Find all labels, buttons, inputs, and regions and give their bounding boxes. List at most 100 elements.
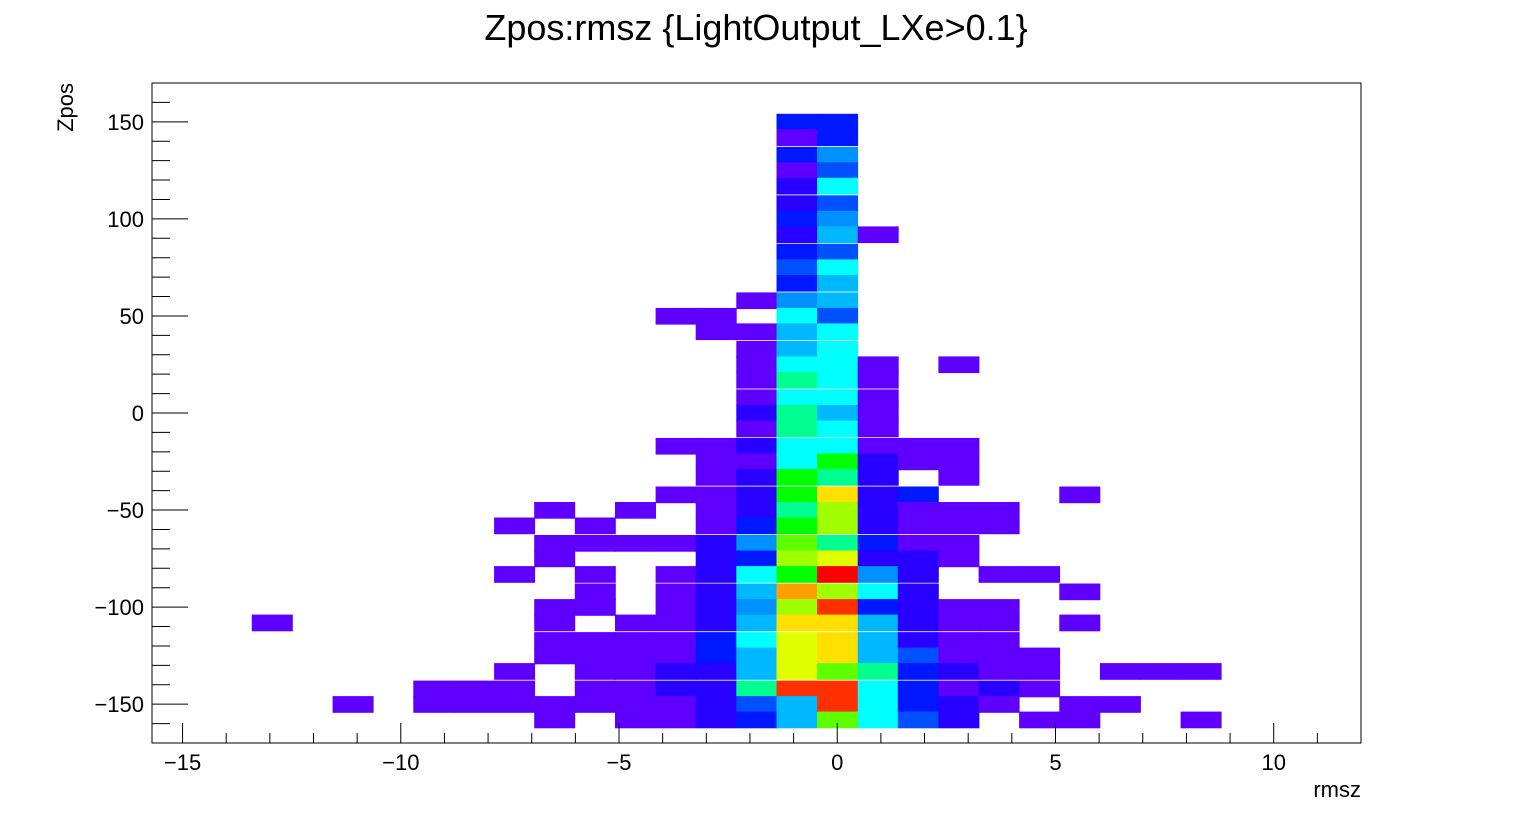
heatmap-cell (817, 389, 859, 407)
heatmap-cell (817, 323, 859, 341)
heatmap-cell (615, 647, 656, 665)
heatmap-cell (413, 680, 455, 698)
heatmap-cell (938, 535, 980, 552)
heatmap-cell (1019, 647, 1061, 665)
heatmap-cell (695, 307, 737, 325)
heatmap-cell (695, 550, 737, 568)
heatmap-cell (695, 680, 737, 698)
heatmap-cell (817, 680, 859, 698)
heatmap-cell (494, 680, 536, 698)
heatmap-cell (857, 469, 899, 486)
heatmap-cell (534, 647, 576, 665)
heatmap-cell (857, 453, 899, 471)
y-tick-label: 50 (120, 304, 144, 329)
heatmap-cell (736, 371, 778, 389)
heatmap-cell (1059, 486, 1101, 504)
heatmap-cell (655, 614, 697, 632)
heatmap-cell (817, 177, 859, 195)
heatmap-cell (817, 162, 859, 179)
heatmap-cell (817, 583, 859, 601)
heatmap-cell (817, 307, 859, 325)
heatmap-cell (938, 696, 980, 713)
heatmap-cell (817, 259, 859, 277)
heatmap-cell (736, 356, 778, 374)
heatmap-cell (695, 583, 737, 601)
heatmap-cell (817, 469, 859, 486)
heatmap-cell (857, 517, 899, 535)
heatmap-cell (817, 210, 859, 228)
heatmap-cell (655, 680, 697, 698)
y-axis: 150 100 50 0 −50 −100 −150 (94, 101, 188, 725)
heatmap-cell (1019, 663, 1061, 680)
heatmap-cell (736, 566, 778, 583)
heatmap-cell (695, 614, 737, 632)
heatmap-cell (817, 356, 859, 374)
heatmap-cell (857, 583, 899, 601)
heatmap-cell (817, 404, 859, 422)
heatmap-cell (494, 696, 536, 713)
heatmap-cell (736, 340, 778, 358)
heatmap-cell (695, 502, 737, 519)
heatmap-cell (897, 696, 939, 713)
heatmap-cell (776, 566, 818, 583)
heatmap-cell (817, 146, 859, 164)
heatmap-cell (494, 517, 536, 535)
heatmap-cell (1099, 663, 1141, 680)
heatmap-cell (695, 437, 737, 455)
heatmap-cell (817, 292, 859, 310)
heatmap-cell (776, 389, 818, 407)
heatmap-cell (776, 663, 818, 680)
heatmap-cell (978, 502, 1020, 519)
heatmap-cell (695, 711, 737, 729)
heatmap-cell (615, 663, 656, 680)
heatmap-cell (817, 535, 859, 552)
heatmap-cell (897, 711, 939, 729)
heatmap-cell (817, 663, 859, 680)
heatmap-cell (776, 113, 818, 131)
heatmap-cell (1059, 711, 1101, 729)
heatmap-cell (857, 486, 899, 504)
heatmap-cell (776, 162, 818, 179)
heatmap-cell (978, 663, 1020, 680)
heatmap-cell (857, 566, 899, 583)
heatmap-cell (1059, 696, 1101, 713)
heatmap-cell (736, 453, 778, 471)
heatmap-cell (695, 599, 737, 616)
heatmap-cell (938, 502, 980, 519)
heatmap-cell (817, 486, 859, 504)
heatmap-cell (776, 195, 818, 212)
heatmap-cell (938, 680, 980, 698)
x-axis: −15 −10 −5 0 5 10 (164, 723, 1318, 775)
heatmap-cell (736, 469, 778, 486)
heatmap-cell (615, 535, 656, 552)
heatmap-cell (655, 632, 697, 649)
heatmap-cell (494, 566, 536, 583)
heatmap-cell (938, 599, 980, 616)
heatmap-cell (776, 356, 818, 374)
heatmap-cell (776, 599, 818, 616)
heatmap-cell (695, 566, 737, 583)
heatmap-cell (655, 663, 697, 680)
heatmap-cell (615, 711, 656, 729)
heatmap-cell (897, 550, 939, 568)
heatmap-cell (776, 243, 818, 261)
heatmap-cell (776, 177, 818, 195)
heatmap-cell (695, 469, 737, 486)
heatmap-cell (857, 599, 899, 616)
heatmap-cell (817, 711, 859, 729)
heatmap-cell (776, 323, 818, 341)
heatmap-cell (857, 437, 899, 455)
heatmap-cell (534, 632, 576, 649)
x-tick-label: −10 (382, 750, 419, 775)
heatmap-cell (857, 711, 899, 729)
heatmap-cell (857, 502, 899, 519)
heatmap-cell (776, 404, 818, 422)
heatmap-cell (897, 599, 939, 616)
heatmap-cell (574, 535, 616, 552)
heatmap-cell (655, 583, 697, 601)
heatmap-cell (857, 663, 899, 680)
heatmap-cell (695, 486, 737, 504)
heatmap-cell (938, 614, 980, 632)
heatmap-cell (897, 566, 939, 583)
heatmap-cell (736, 599, 778, 616)
